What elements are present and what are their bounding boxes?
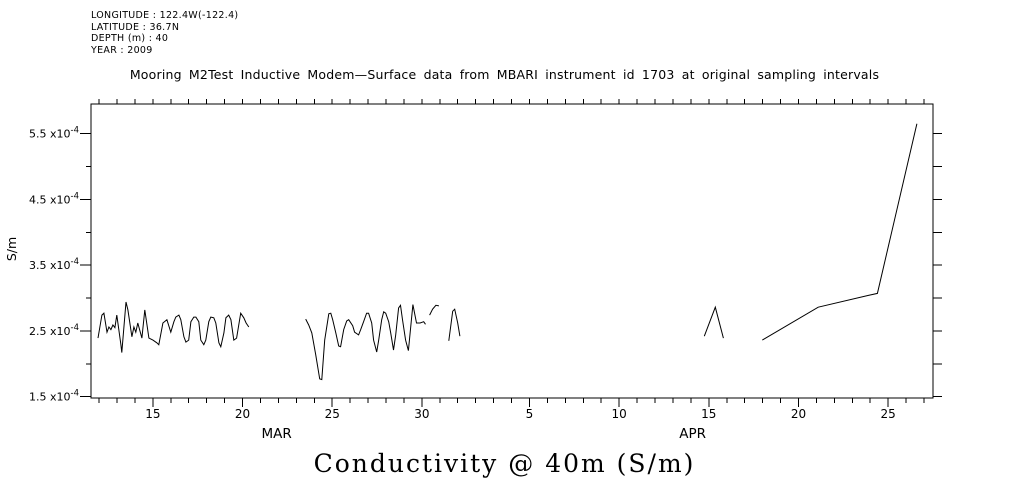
x-tick-label: 25 xyxy=(325,407,340,421)
month-label-mar: MAR xyxy=(261,426,291,442)
bottom-axis-title: Conductivity @ 40m (S/m) xyxy=(313,449,696,478)
x-tick-label: 15 xyxy=(701,407,716,421)
header-metadata-block: LONGITUDE : 122.4W(-122.4) LATITUDE : 36… xyxy=(91,10,238,56)
metadata-depth: DEPTH (m) : 40 xyxy=(91,33,169,44)
y-tick-label: 3.5 x10-4 xyxy=(29,257,79,272)
x-tick-label: 20 xyxy=(791,407,806,421)
chart-title: Mooring M2Test Inductive Modem—Surface d… xyxy=(129,67,880,82)
metadata-longitude: LONGITUDE : 122.4W(-122.4) xyxy=(91,10,239,21)
x-tick-label: 25 xyxy=(881,407,896,421)
y-tick-label: 5.5 x10-4 xyxy=(29,126,79,141)
y-tick-label: 2.5 x10-4 xyxy=(29,323,79,338)
metadata-latitude: LATITUDE : 36.7N xyxy=(91,21,180,33)
x-tick-label: 10 xyxy=(612,407,627,421)
y-tick-label: 4.5 x10-4 xyxy=(29,191,79,206)
y-axis-label: S/m xyxy=(4,237,19,261)
month-label-apr: APR xyxy=(679,426,706,442)
data-line-segment-apr-15-spike xyxy=(703,305,724,339)
axis-ticks xyxy=(80,99,942,407)
x-tick-labels: 15 20 25 30 5 10 15 20 25 MAR APR xyxy=(145,407,896,442)
data-series xyxy=(97,123,918,381)
data-line-segment-mar-31-peak xyxy=(448,308,461,341)
x-tick-label: 30 xyxy=(414,407,429,421)
y-tick-labels: 1.5 x10-4 2.5 x10-4 3.5 x10-4 4.5 x10-4 5.5 … xyxy=(29,126,79,404)
data-line-segment-mar-30-arc xyxy=(429,304,439,316)
data-line-segment-apr-18-27-rise xyxy=(762,123,918,341)
metadata-year: YEAR : 2009 xyxy=(91,44,153,56)
plot-frame xyxy=(90,103,934,399)
data-line-segment-mar-23-30 xyxy=(305,304,426,381)
y-tick-label: 1.5 x10-4 xyxy=(29,389,79,404)
x-tick-label: 5 xyxy=(526,407,534,421)
data-line-segment-mar-12-20 xyxy=(97,301,250,353)
x-tick-label: 15 xyxy=(145,407,160,421)
x-tick-label: 20 xyxy=(235,407,250,421)
